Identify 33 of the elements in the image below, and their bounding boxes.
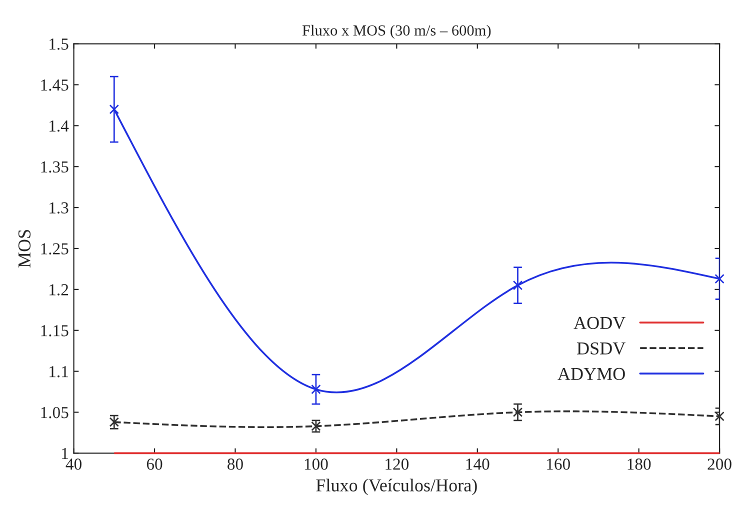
y-tick-label: 1.1: [50, 366, 68, 378]
y-tick-label: 1.45: [41, 79, 68, 91]
y-tick-label: 1.15: [41, 325, 68, 336]
y-tick-label: 1.35: [41, 161, 68, 173]
point: [714, 274, 724, 284]
x-tick-label: 60: [146, 458, 162, 470]
x-tick-label: 100: [304, 458, 328, 470]
y-tick-label: 1.4: [50, 120, 69, 132]
x-tick-label: 80: [228, 458, 243, 470]
y-tick-label: 1.2: [50, 284, 68, 296]
x-tick-label: 160: [547, 458, 570, 470]
y-tick-label: 1.25: [41, 243, 68, 255]
legend-label: AODV: [574, 316, 626, 330]
chart-title: Fluxo x MOS (30 m/s – 600m): [302, 24, 491, 39]
point: [714, 411, 724, 422]
point: [311, 384, 321, 394]
x-tick-label: 40: [66, 458, 82, 470]
legend-label: DSDV: [577, 342, 626, 355]
legend-label: ADYMO: [558, 368, 625, 380]
y-tick-label: 1.3: [50, 202, 68, 214]
x-tick-label: 180: [628, 458, 651, 470]
x-tick-label: 140: [466, 458, 490, 470]
point: [109, 104, 120, 114]
point: [109, 417, 120, 427]
x-tick-label: 120: [386, 458, 409, 470]
y-axis-title: MOS: [18, 230, 31, 268]
point: [512, 280, 523, 290]
x-axis-title: Fluxo (Veículos/Hora): [316, 478, 477, 496]
y-tick-label: 1.5: [50, 38, 68, 50]
y-tick-label: 1.05: [41, 406, 68, 418]
point: [512, 407, 523, 418]
x-tick-label: 200: [708, 458, 732, 470]
y-tick-label: 1: [62, 448, 68, 459]
